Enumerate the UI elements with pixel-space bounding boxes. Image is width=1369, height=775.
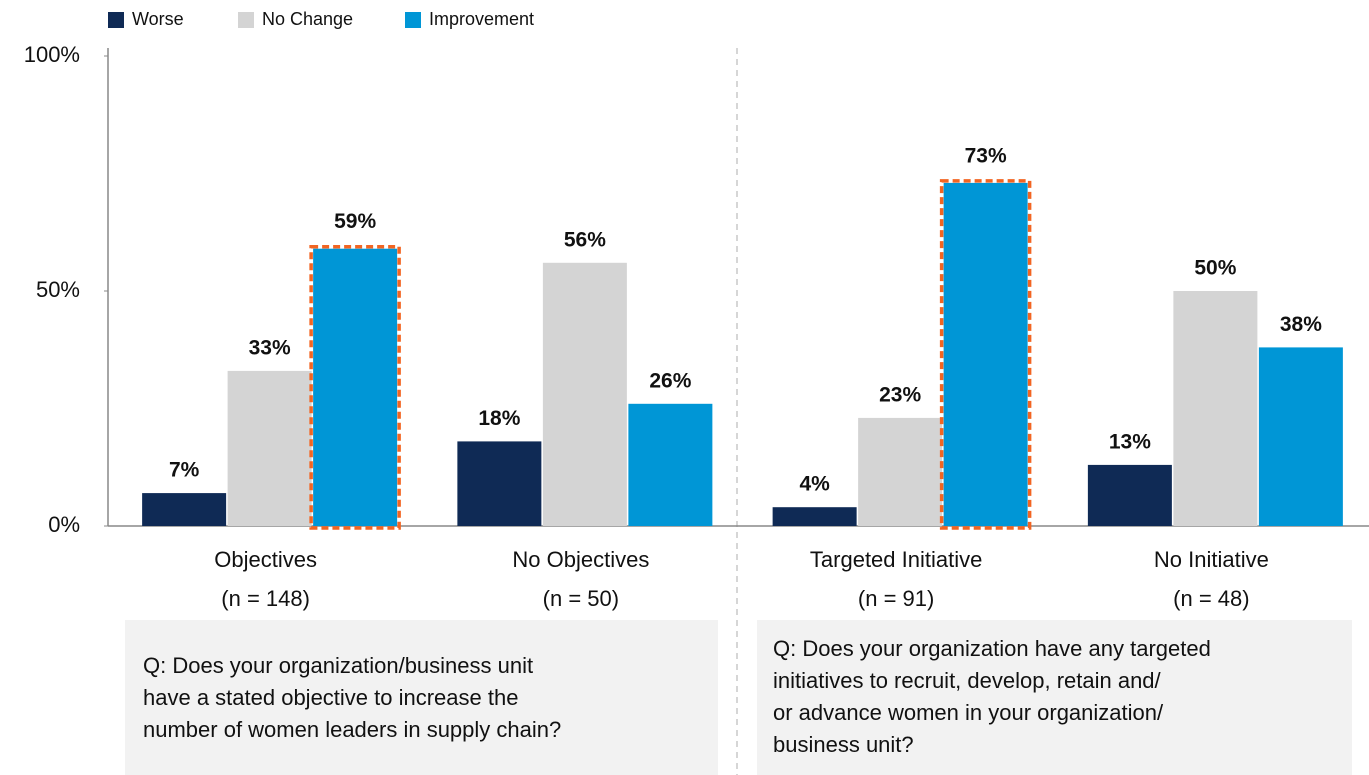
data-label: 13% bbox=[1109, 430, 1151, 453]
bar bbox=[943, 182, 1028, 526]
x-tick-label: Targeted Initiative bbox=[810, 547, 982, 572]
legend-swatch bbox=[238, 12, 254, 28]
data-label: 7% bbox=[169, 459, 200, 482]
legend-label: No Change bbox=[262, 9, 353, 29]
highlight-outline bbox=[939, 179, 1032, 530]
bar bbox=[628, 403, 713, 526]
data-label: 56% bbox=[564, 228, 606, 251]
bar bbox=[227, 370, 312, 526]
legend-swatch bbox=[405, 12, 421, 28]
bar bbox=[772, 507, 857, 526]
legend-label: Improvement bbox=[429, 9, 534, 29]
question-box bbox=[125, 620, 718, 775]
x-tick-label: (n = 50) bbox=[543, 586, 619, 611]
data-label: 50% bbox=[1194, 257, 1236, 280]
x-tick-label: No Objectives bbox=[512, 547, 649, 572]
data-label: 26% bbox=[649, 369, 691, 392]
question-text: Q: Does your organization/business unit bbox=[143, 653, 533, 678]
bar bbox=[542, 262, 627, 526]
question-text: business unit? bbox=[773, 732, 914, 757]
data-label: 59% bbox=[334, 210, 376, 233]
y-tick-label: 50% bbox=[36, 277, 80, 302]
x-tick-label: No Initiative bbox=[1154, 547, 1269, 572]
bar bbox=[142, 493, 227, 526]
bar bbox=[858, 417, 943, 526]
question-text: number of women leaders in supply chain? bbox=[143, 717, 561, 742]
data-label: 38% bbox=[1280, 313, 1322, 336]
bar bbox=[1173, 291, 1258, 526]
data-label: 4% bbox=[799, 473, 830, 496]
x-tick-label: (n = 91) bbox=[858, 586, 934, 611]
question-box bbox=[757, 620, 1352, 775]
x-tick-label: (n = 48) bbox=[1173, 586, 1249, 611]
question-text: have a stated objective to increase the bbox=[143, 685, 518, 710]
x-tick-label: (n = 148) bbox=[221, 586, 310, 611]
data-label: 18% bbox=[478, 407, 520, 430]
question-text: or advance women in your organization/ bbox=[773, 700, 1164, 725]
data-label: 23% bbox=[879, 383, 921, 406]
legend-swatch bbox=[108, 12, 124, 28]
bar bbox=[457, 441, 542, 526]
data-label: 73% bbox=[965, 144, 1007, 167]
bar bbox=[1087, 464, 1172, 526]
bar bbox=[313, 248, 398, 526]
y-tick-label: 0% bbox=[48, 512, 80, 537]
legend-label: Worse bbox=[132, 9, 184, 29]
x-tick-label: Objectives bbox=[214, 547, 317, 572]
data-label: 33% bbox=[249, 336, 291, 359]
question-text: initiatives to recruit, develop, retain … bbox=[773, 668, 1162, 693]
bar bbox=[1258, 347, 1343, 526]
y-tick-label: 100% bbox=[24, 42, 80, 67]
highlight-outline bbox=[309, 244, 401, 530]
question-text: Q: Does your organization have any targe… bbox=[773, 636, 1211, 661]
